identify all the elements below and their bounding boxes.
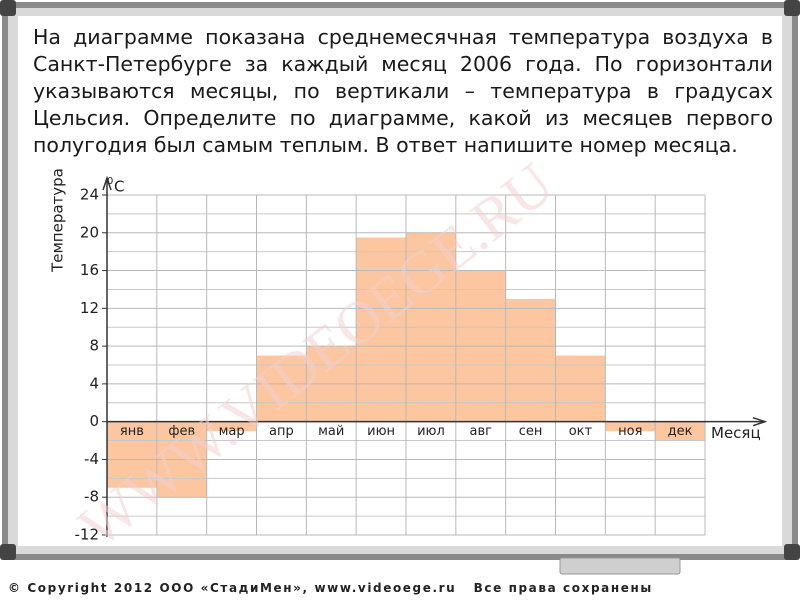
x-tick-label: ноя <box>618 424 642 439</box>
y-unit: C <box>114 178 124 196</box>
corner <box>784 0 800 16</box>
tray <box>559 557 681 575</box>
question: На диаграмме показана среднемесячная тем… <box>33 25 773 157</box>
x-tick-label: июн <box>367 424 395 439</box>
y-arrow <box>102 175 112 191</box>
y-unit-sup: 0 <box>107 176 113 187</box>
bar <box>356 237 406 422</box>
y-tick-label: -8 <box>84 488 99 506</box>
y-tick-label: -12 <box>75 526 100 544</box>
x-tick-label: фев <box>168 424 195 439</box>
x-arrow <box>752 416 768 427</box>
x-tick-label: окт <box>569 424 593 439</box>
copyright: © Copyright 2012 ООО «СтадиМен», www.vid… <box>8 581 653 595</box>
corner <box>0 544 16 560</box>
bar <box>505 298 556 422</box>
y-tick-label: 4 <box>89 374 99 392</box>
y-tick-label: 16 <box>80 261 99 279</box>
x-tick-label: апр <box>269 424 294 439</box>
corner <box>0 0 16 16</box>
plot: -12 -8 -4 0 4 8 12 16 20 24 янв фев мар апр май июн июл а… <box>49 168 768 544</box>
bar <box>206 421 257 432</box>
bar <box>605 421 656 432</box>
y-tick-label: -4 <box>84 450 99 468</box>
x-tick-label: янв <box>120 424 144 439</box>
bar <box>107 421 157 488</box>
y-axis-label: Температура <box>49 168 67 273</box>
y-tick-label: 8 <box>89 337 99 355</box>
y-tick-label: 0 <box>89 412 99 430</box>
bar <box>256 355 307 422</box>
corner <box>784 544 800 560</box>
y-tick-label: 24 <box>80 186 99 204</box>
x-tick-label: мар <box>219 424 245 439</box>
x-axis-label: Месяц <box>711 424 761 442</box>
x-tick-label: авг <box>470 424 493 439</box>
bar <box>655 421 705 441</box>
x-tick-label: дек <box>668 424 693 439</box>
y-tick-label: 20 <box>80 223 99 241</box>
x-tick-label: сен <box>519 424 543 439</box>
x-tick-label: июл <box>417 424 445 439</box>
x-tick-label: май <box>318 424 344 439</box>
y-tick-label: 12 <box>80 299 99 317</box>
bar <box>555 355 606 422</box>
